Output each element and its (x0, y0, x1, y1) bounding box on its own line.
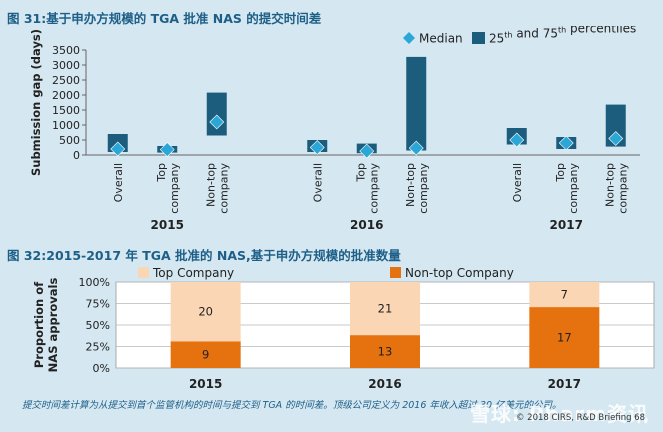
y-tick-label: 1000 (52, 119, 80, 132)
non-top-company-value-label: 13 (378, 345, 393, 359)
median-marker-2015-3 (209, 114, 225, 130)
top-company-value-label: 21 (378, 302, 393, 316)
median-marker-2015-2 (159, 142, 175, 158)
non-top-company-bar-2017 (529, 307, 600, 368)
legend-bar-label: 25th and 75th percentiles (489, 26, 636, 46)
top-company-bar-2015 (170, 282, 241, 342)
x-category-label-2017: 2017 (548, 377, 581, 391)
non-top-company-bar-2015 (170, 341, 241, 368)
category-label: company (567, 163, 580, 214)
watermark: 雪球: Pharm资讯 (469, 402, 649, 426)
legend-superscript: th (504, 31, 512, 40)
category-label: Non-top (204, 163, 217, 207)
median-marker-2016-1 (309, 140, 325, 155)
median-marker-2016-2 (359, 143, 375, 159)
x-category-label-2015: 2015 (189, 377, 222, 391)
y-tick-label: 2000 (52, 89, 80, 102)
y-tick-label: 0 (73, 149, 80, 162)
legend-median-marker (403, 32, 415, 44)
year-label-2016: 2016 (350, 218, 383, 232)
non-top-company-value-label: 17 (557, 331, 572, 345)
figure-31-title: 图 31:基于申办方规模的 TGA 批准 NAS 的提交时间差 (7, 11, 322, 26)
legend-text: 25 (489, 32, 504, 46)
top-company-value-label: 7 (561, 288, 568, 302)
y-tick-label: 25% (86, 341, 110, 354)
legend-top-company-label: Top Company (152, 266, 234, 280)
legend-bar-swatch (472, 32, 485, 44)
x-category-label-2016: 2016 (368, 377, 401, 391)
footnote: 提交时间差计算为从提交到首个监管机构的时间与提交到 TGA 的时间差。顶级公司定… (22, 400, 562, 411)
category-label: Overall (112, 163, 125, 202)
category-label: company (616, 163, 629, 214)
y-tick-label: 0% (93, 362, 110, 375)
median-marker-2017-2 (558, 135, 574, 151)
y-tick-label: 3500 (52, 44, 80, 57)
median-marker-2017-1 (509, 132, 525, 148)
y-tick-label: 1500 (52, 104, 80, 117)
legend-superscript: th (558, 26, 566, 35)
category-label: Overall (511, 163, 524, 202)
figure-32-title: 图 32:2015-2017 年 TGA 批准的 NAS,基于申办方规模的批准数… (7, 248, 401, 263)
iqr-bar-2016-3 (406, 56, 427, 151)
submission-gap-chart: Submission gap (days) 0 500 1000 1500 2000 250… (0, 22, 663, 244)
legend-text: percentiles (566, 26, 636, 36)
y-axis-label: Proportion of (32, 281, 46, 368)
y-tick-label: 75% (86, 298, 110, 311)
category-label: Non-top (603, 163, 616, 207)
non-top-company-value-label: 9 (202, 348, 209, 362)
approval-proportion-chart-svg: Proportion of NAS approvals 0% 25% 50% 75% 100… (32, 266, 655, 391)
year-label-2015: 2015 (151, 218, 184, 232)
legend-non-top-company-label: Non-top Company (405, 266, 514, 280)
y-axis-label: Submission gap (days) (29, 29, 43, 176)
y-tick-label: 50% (86, 319, 110, 332)
top-company-bar-2016 (350, 282, 420, 336)
category-label: Top (155, 163, 168, 183)
y-tick-label: 100% (79, 276, 110, 289)
year-label-2017: 2017 (550, 218, 583, 232)
category-label: Non-top (404, 163, 417, 207)
copyright: © 2018 CIRS, R&D Briefing 68 (515, 413, 645, 423)
category-label: company (168, 163, 181, 214)
approval-proportion-chart: Proportion of NAS approvals 0% 25% 50% 75% 100… (0, 262, 663, 394)
legend-non-top-company-swatch (390, 267, 401, 278)
category-label: company (367, 163, 380, 214)
y-tick-label: 2500 (52, 74, 80, 87)
y-axis-label: NAS approvals (46, 278, 60, 373)
legend-text: and 75 (513, 27, 558, 41)
category-label: Top (354, 163, 367, 183)
top-company-value-label: 20 (198, 305, 213, 319)
iqr-bar-2015-3 (206, 92, 227, 136)
category-label: company (217, 163, 230, 214)
median-marker-2015-1 (110, 141, 126, 157)
y-tick-label: 500 (59, 134, 80, 147)
legend-median-label: Median (419, 32, 463, 46)
category-label: company (417, 163, 430, 214)
non-top-company-bar-2016 (350, 335, 420, 368)
legend-top-company-swatch (138, 267, 149, 278)
category-label: Overall (311, 163, 324, 202)
y-tick-label: 3000 (52, 59, 80, 72)
submission-gap-chart-svg: Submission gap (days) 0 500 1000 1500 2000 250… (29, 22, 640, 232)
top-company-bar-2017 (529, 282, 600, 308)
median-marker-2016-3 (408, 140, 424, 156)
category-label: Top (554, 163, 567, 183)
median-marker-2017-3 (608, 131, 624, 146)
